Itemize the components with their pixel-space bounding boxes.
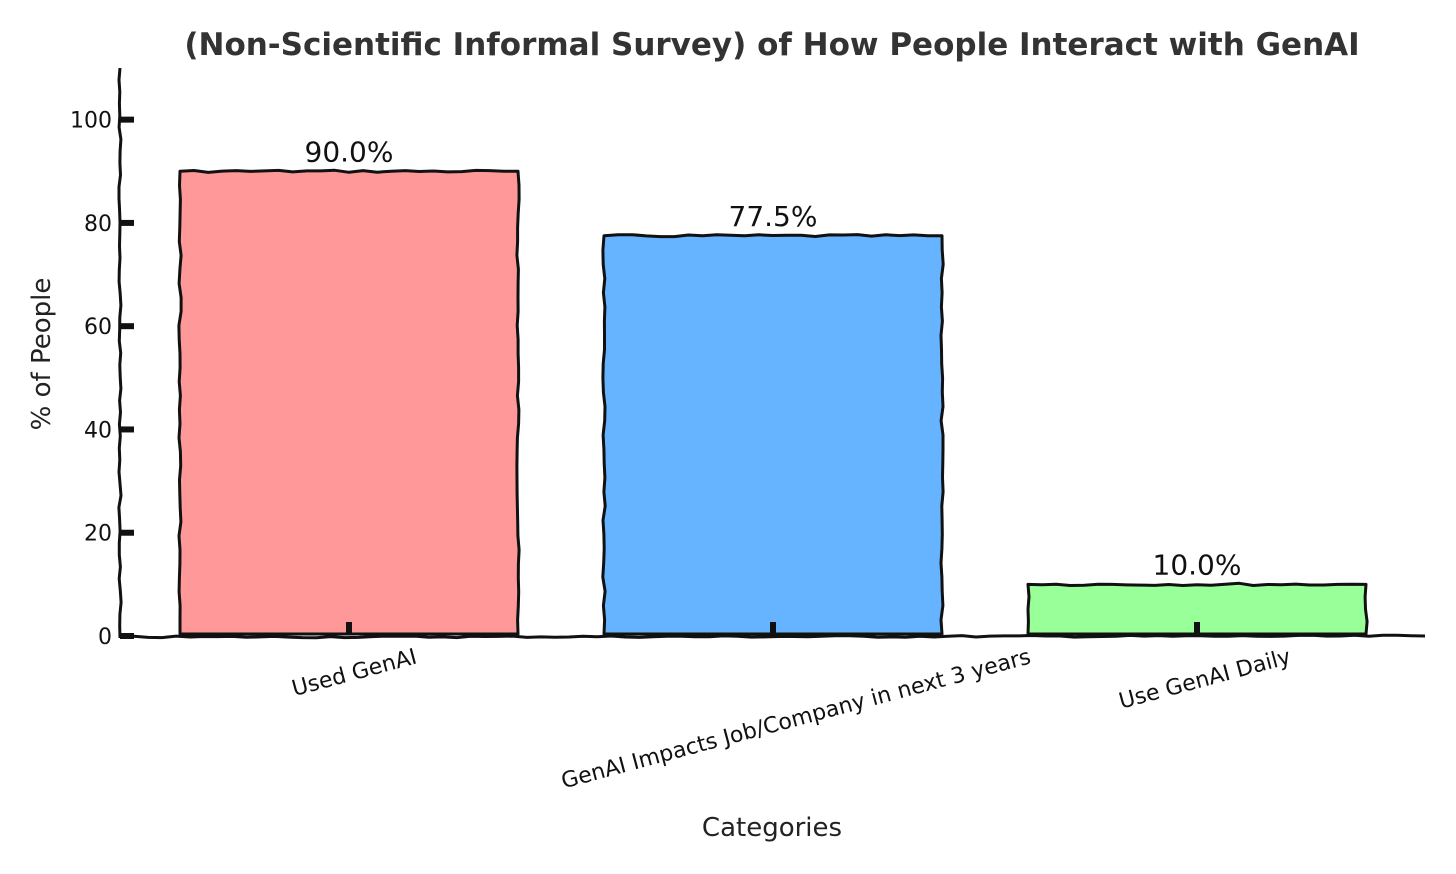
axes-layer bbox=[117, 67, 1426, 640]
x-tick-label: Use GenAI Daily bbox=[1116, 645, 1293, 715]
bar-3 bbox=[1026, 581, 1369, 636]
bar-value-label: 90.0% bbox=[305, 135, 394, 168]
bar-2 bbox=[601, 233, 945, 636]
chart-title: (Non-Scientific Informal Survey) of How … bbox=[184, 27, 1359, 63]
x-tick-label: Used GenAI bbox=[289, 645, 419, 702]
bar-value-label: 10.0% bbox=[1153, 548, 1242, 581]
y-tick-label: 0 bbox=[98, 625, 112, 650]
y-ticks-layer: 0 20 40 60 80 100 bbox=[70, 109, 134, 650]
x-tick-label: GenAI Impacts Job/Company in next 3 year… bbox=[559, 645, 1034, 795]
bar-value-label: 77.5% bbox=[729, 200, 818, 233]
y-axis-label: % of People bbox=[27, 278, 57, 431]
y-tick-label: 20 bbox=[84, 522, 112, 547]
y-axis-line bbox=[117, 67, 123, 639]
y-tick-label: 60 bbox=[84, 315, 112, 340]
y-tick-label: 40 bbox=[84, 418, 112, 443]
x-axis-label: Categories bbox=[702, 813, 842, 843]
x-axis-line bbox=[119, 633, 1426, 640]
y-tick-label: 80 bbox=[84, 212, 112, 237]
bar-1 bbox=[177, 168, 521, 636]
bars-layer bbox=[177, 168, 1369, 636]
y-tick-label: 100 bbox=[70, 109, 112, 134]
